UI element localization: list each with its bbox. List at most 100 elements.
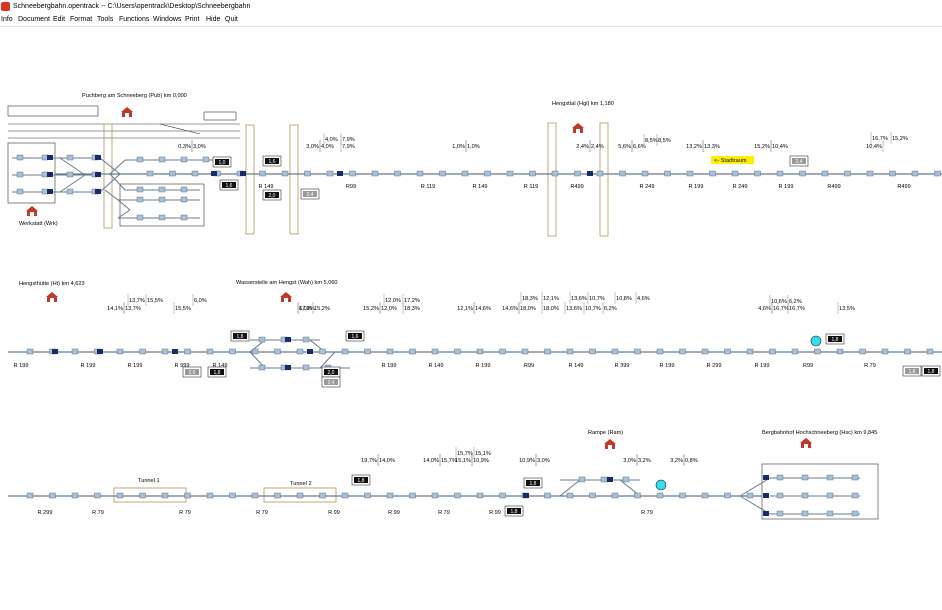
speed-sign[interactable]: 1,8 bbox=[504, 505, 524, 517]
track-element[interactable] bbox=[319, 348, 326, 355]
track-element[interactable] bbox=[578, 476, 586, 483]
track-element[interactable] bbox=[341, 492, 349, 499]
track-element[interactable] bbox=[258, 336, 266, 343]
track-element[interactable] bbox=[139, 492, 146, 499]
track-element[interactable] bbox=[49, 492, 56, 499]
track-element[interactable] bbox=[229, 348, 236, 355]
track-element[interactable] bbox=[801, 474, 809, 481]
track-element[interactable] bbox=[866, 170, 874, 177]
track-element[interactable] bbox=[136, 196, 144, 203]
track-element[interactable] bbox=[619, 170, 626, 177]
station-house-icon[interactable] bbox=[280, 292, 292, 302]
track-element[interactable] bbox=[161, 492, 169, 499]
track-element[interactable] bbox=[544, 492, 551, 499]
track-element[interactable] bbox=[801, 510, 809, 517]
signal[interactable] bbox=[47, 155, 53, 160]
track-element[interactable] bbox=[529, 170, 536, 177]
signal[interactable] bbox=[285, 365, 291, 370]
track-element[interactable] bbox=[296, 348, 304, 355]
speed-sign[interactable]: 1,8 bbox=[230, 330, 250, 342]
track-element[interactable] bbox=[821, 170, 829, 177]
track-element[interactable] bbox=[191, 170, 199, 177]
track-element[interactable] bbox=[600, 476, 608, 483]
speed-sign[interactable]: 1,6 bbox=[219, 179, 239, 191]
track-element[interactable] bbox=[431, 348, 439, 355]
track-element[interactable] bbox=[596, 170, 604, 177]
track-diagram[interactable]: Puchberg am Schneeberg (Pub) km 0,000 We… bbox=[0, 27, 942, 610]
signal[interactable] bbox=[240, 171, 246, 176]
menu-document[interactable]: Document bbox=[18, 16, 50, 23]
track-element[interactable] bbox=[349, 170, 356, 177]
track-element[interactable] bbox=[826, 474, 834, 481]
track-element[interactable] bbox=[499, 492, 506, 499]
track-element[interactable] bbox=[566, 348, 574, 355]
track-element[interactable] bbox=[386, 492, 394, 499]
signal[interactable] bbox=[763, 475, 769, 480]
track-element[interactable] bbox=[439, 170, 446, 177]
track-element[interactable] bbox=[26, 348, 34, 355]
track-element[interactable] bbox=[664, 170, 671, 177]
track-element[interactable] bbox=[71, 348, 79, 355]
track-element[interactable] bbox=[259, 170, 266, 177]
track-element[interactable] bbox=[66, 154, 74, 161]
track-element[interactable] bbox=[180, 214, 188, 221]
track-element[interactable] bbox=[754, 170, 761, 177]
track-element[interactable] bbox=[622, 476, 630, 483]
track-element[interactable] bbox=[851, 492, 859, 499]
track-element[interactable] bbox=[611, 348, 619, 355]
track-element[interactable] bbox=[258, 364, 266, 371]
track-element[interactable] bbox=[394, 170, 401, 177]
speed-sign[interactable]: 1,6 bbox=[345, 330, 365, 342]
track-element[interactable] bbox=[180, 156, 188, 163]
menu-info[interactable]: Info bbox=[1, 16, 13, 23]
track-element[interactable] bbox=[791, 348, 799, 355]
menu-functions[interactable]: Functions bbox=[119, 16, 150, 23]
track-element[interactable] bbox=[926, 348, 934, 355]
track-element[interactable] bbox=[302, 336, 310, 343]
track-element[interactable] bbox=[731, 170, 739, 177]
track-element[interactable] bbox=[461, 170, 469, 177]
menu-edit[interactable]: Edit bbox=[53, 16, 66, 23]
track-element[interactable] bbox=[709, 170, 716, 177]
track-element[interactable] bbox=[589, 348, 596, 355]
signal[interactable] bbox=[763, 493, 769, 498]
track-element[interactable] bbox=[724, 348, 731, 355]
track-element[interactable] bbox=[206, 492, 214, 499]
speed-sign[interactable]: 1,8 bbox=[902, 365, 922, 377]
track-element[interactable] bbox=[409, 348, 416, 355]
track-element[interactable] bbox=[641, 170, 649, 177]
track-element[interactable] bbox=[634, 492, 641, 499]
menu-print[interactable]: Print bbox=[185, 16, 200, 23]
stadtraum-marker[interactable] bbox=[711, 156, 754, 164]
track-element[interactable] bbox=[158, 156, 166, 163]
track-element[interactable] bbox=[574, 170, 581, 177]
station-house-icon[interactable] bbox=[26, 206, 38, 216]
track-element[interactable] bbox=[229, 492, 236, 499]
station-house-icon[interactable] bbox=[121, 107, 133, 117]
menu-tools[interactable]: Tools bbox=[97, 16, 114, 23]
speed-sign[interactable]: 1,8 bbox=[207, 366, 227, 378]
track-element[interactable] bbox=[274, 492, 281, 499]
track-element[interactable] bbox=[826, 492, 834, 499]
speed-sign[interactable]: 2,0 bbox=[321, 366, 341, 378]
track-element[interactable] bbox=[161, 348, 169, 355]
track-element[interactable] bbox=[180, 196, 188, 203]
speed-sign[interactable]: 1,8 bbox=[825, 333, 845, 345]
track-element[interactable] bbox=[341, 348, 349, 355]
track-element[interactable] bbox=[801, 492, 809, 499]
track-element[interactable] bbox=[701, 348, 709, 355]
signal[interactable] bbox=[47, 189, 53, 194]
track-element[interactable] bbox=[184, 348, 191, 355]
track-element[interactable] bbox=[296, 492, 304, 499]
track-element[interactable] bbox=[851, 474, 859, 481]
track-element[interactable] bbox=[136, 186, 144, 193]
track-element[interactable] bbox=[566, 492, 574, 499]
signal[interactable] bbox=[337, 171, 343, 176]
track-element[interactable] bbox=[881, 348, 889, 355]
track-element[interactable] bbox=[776, 510, 784, 517]
track-element[interactable] bbox=[934, 170, 941, 177]
track-element[interactable] bbox=[634, 348, 641, 355]
track-element[interactable] bbox=[302, 364, 310, 371]
track-element[interactable] bbox=[16, 171, 24, 178]
track-element[interactable] bbox=[158, 214, 166, 221]
